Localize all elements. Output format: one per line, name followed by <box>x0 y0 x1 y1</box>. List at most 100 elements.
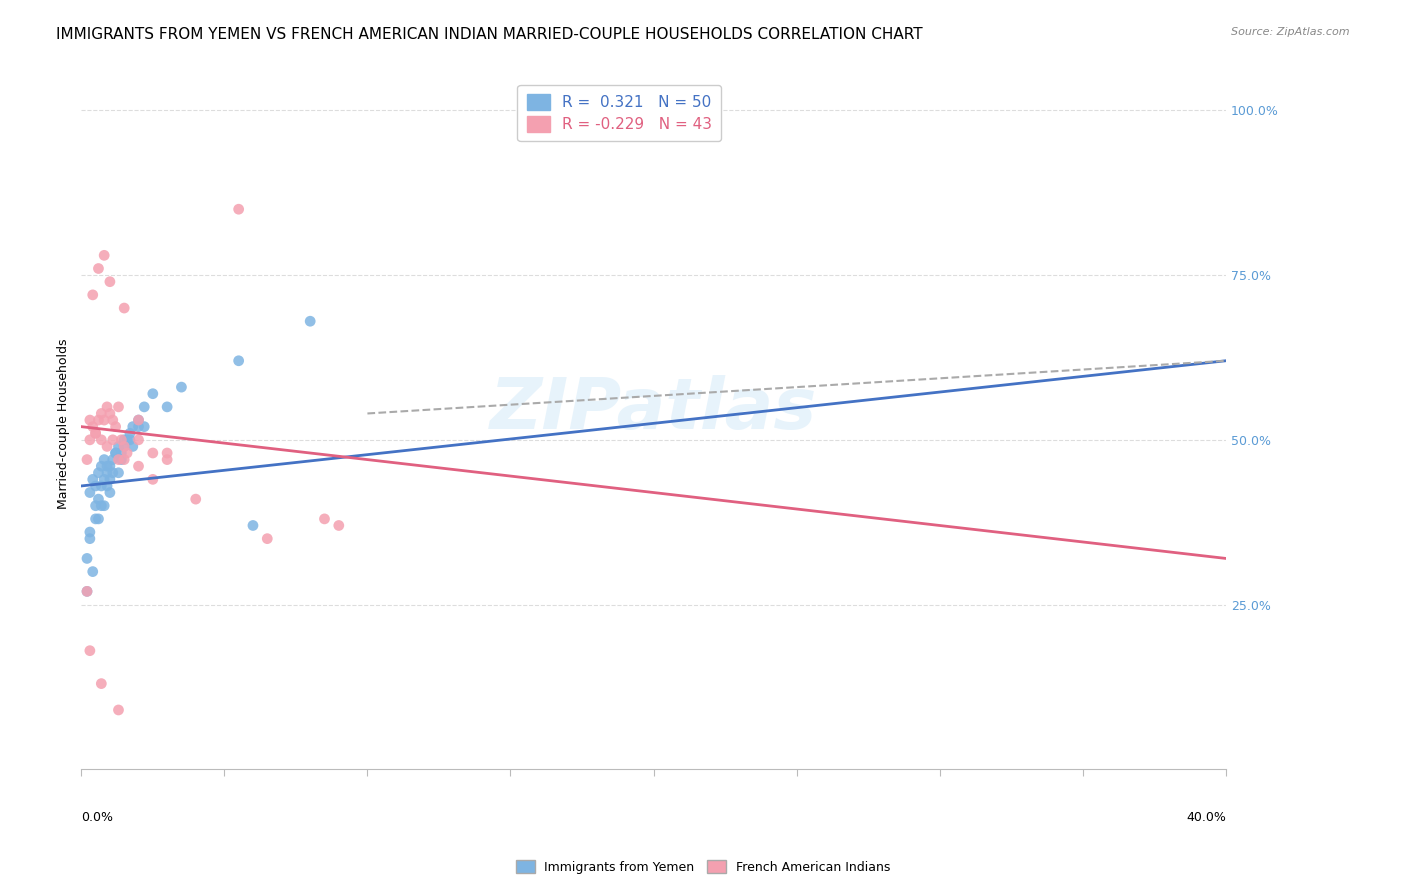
Text: 40.0%: 40.0% <box>1185 811 1226 824</box>
Point <box>76 584 98 599</box>
Point <box>101 452 124 467</box>
Point <box>93 248 115 262</box>
Point <box>84 426 107 441</box>
Point <box>82 288 104 302</box>
Point <box>82 472 104 486</box>
Point <box>87 261 110 276</box>
Point <box>84 512 107 526</box>
Point <box>79 413 101 427</box>
Point <box>93 472 115 486</box>
Point <box>96 459 118 474</box>
Point <box>104 419 127 434</box>
Point <box>76 551 98 566</box>
Point <box>90 459 112 474</box>
Point <box>112 433 135 447</box>
Point <box>142 472 165 486</box>
Point <box>79 433 101 447</box>
Point <box>104 446 127 460</box>
Point <box>90 407 112 421</box>
Point <box>328 518 350 533</box>
Point <box>98 275 121 289</box>
Point <box>112 301 135 315</box>
Point <box>112 452 135 467</box>
Point <box>101 433 124 447</box>
Point <box>101 413 124 427</box>
Point <box>84 426 107 441</box>
Point <box>115 446 138 460</box>
Point <box>228 202 250 217</box>
Point <box>104 446 127 460</box>
Point <box>98 407 121 421</box>
Point <box>96 466 118 480</box>
Point <box>156 452 179 467</box>
Point <box>142 446 165 460</box>
Point <box>107 400 129 414</box>
Point <box>90 499 112 513</box>
Point <box>82 565 104 579</box>
Point <box>142 386 165 401</box>
Point <box>87 512 110 526</box>
Point <box>107 466 129 480</box>
Point <box>76 452 98 467</box>
Legend: Immigrants from Yemen, French American Indians: Immigrants from Yemen, French American I… <box>508 853 898 881</box>
Point <box>110 433 132 447</box>
Point <box>128 413 150 427</box>
Text: Source: ZipAtlas.com: Source: ZipAtlas.com <box>1232 27 1350 37</box>
Point <box>110 446 132 460</box>
Point <box>96 439 118 453</box>
Point <box>134 400 156 414</box>
Point <box>79 643 101 657</box>
Point <box>79 532 101 546</box>
Point <box>121 439 143 453</box>
Point <box>101 466 124 480</box>
Legend: R =  0.321   N = 50, R = -0.229   N = 43: R = 0.321 N = 50, R = -0.229 N = 43 <box>517 85 721 142</box>
Point <box>93 452 115 467</box>
Point <box>96 479 118 493</box>
Point <box>121 419 143 434</box>
Point <box>90 433 112 447</box>
Point <box>112 439 135 453</box>
Point <box>93 499 115 513</box>
Point <box>256 532 278 546</box>
Point <box>79 524 101 539</box>
Point <box>107 439 129 453</box>
Point <box>98 472 121 486</box>
Point <box>184 492 207 507</box>
Point <box>107 703 129 717</box>
Point <box>98 459 121 474</box>
Text: IMMIGRANTS FROM YEMEN VS FRENCH AMERICAN INDIAN MARRIED-COUPLE HOUSEHOLDS CORREL: IMMIGRANTS FROM YEMEN VS FRENCH AMERICAN… <box>56 27 922 42</box>
Point <box>98 485 121 500</box>
Point <box>107 452 129 467</box>
Point <box>156 446 179 460</box>
Point <box>93 413 115 427</box>
Y-axis label: Married-couple Households: Married-couple Households <box>58 338 70 508</box>
Point <box>118 426 141 441</box>
Point <box>76 584 98 599</box>
Point <box>79 485 101 500</box>
Point <box>112 439 135 453</box>
Point <box>170 380 193 394</box>
Point <box>128 413 150 427</box>
Point <box>96 400 118 414</box>
Point <box>115 433 138 447</box>
Point <box>118 433 141 447</box>
Text: ZIPatlas: ZIPatlas <box>489 375 817 444</box>
Text: 0.0%: 0.0% <box>82 811 114 824</box>
Point <box>156 400 179 414</box>
Point <box>242 518 264 533</box>
Point <box>84 499 107 513</box>
Point <box>128 433 150 447</box>
Point <box>228 353 250 368</box>
Point <box>87 492 110 507</box>
Point <box>299 314 322 328</box>
Point <box>128 459 150 474</box>
Point <box>314 512 336 526</box>
Point <box>90 676 112 690</box>
Point <box>84 479 107 493</box>
Point <box>134 419 156 434</box>
Point <box>110 452 132 467</box>
Point <box>128 419 150 434</box>
Point <box>90 479 112 493</box>
Point <box>87 466 110 480</box>
Point <box>87 413 110 427</box>
